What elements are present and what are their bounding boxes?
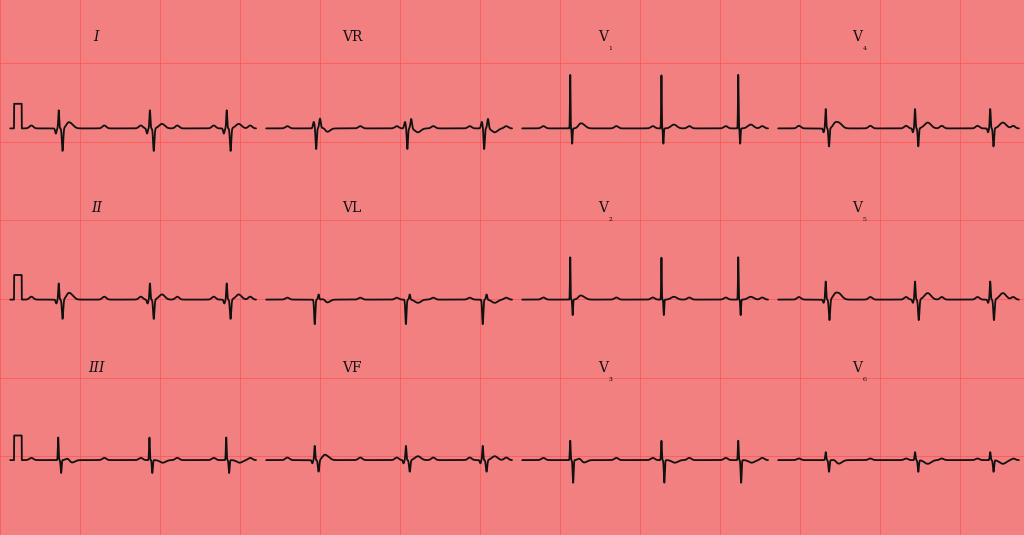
Text: V: V [852, 201, 862, 215]
Text: V: V [852, 361, 862, 376]
Text: III: III [88, 361, 104, 376]
Text: V: V [598, 361, 608, 376]
Text: VF: VF [342, 361, 362, 376]
Text: ₆: ₆ [862, 374, 866, 384]
Text: VL: VL [343, 201, 361, 215]
Text: V: V [852, 29, 862, 44]
Text: VR: VR [342, 29, 362, 44]
Text: II: II [91, 201, 101, 215]
Text: V: V [598, 29, 608, 44]
Text: ₅: ₅ [862, 214, 866, 223]
Text: ₃: ₃ [608, 374, 612, 384]
Text: ₄: ₄ [862, 43, 866, 52]
Text: V: V [598, 201, 608, 215]
Text: ₁: ₁ [608, 43, 612, 52]
Text: ₂: ₂ [608, 214, 612, 223]
Text: I: I [93, 29, 99, 44]
